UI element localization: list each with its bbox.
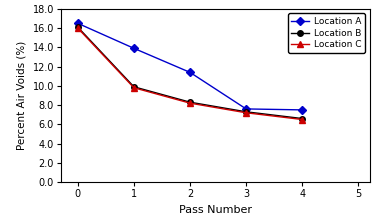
Location C: [244, 111, 248, 114]
Location C: [188, 102, 192, 105]
Location B: [300, 117, 304, 120]
Location B: [188, 101, 192, 103]
Location C: [131, 86, 136, 89]
Location B: [131, 85, 136, 88]
Location A: [75, 22, 80, 25]
Location C: [300, 118, 304, 121]
Line: Location A: Location A: [75, 20, 305, 113]
Location A: [188, 71, 192, 74]
Location A: [244, 108, 248, 110]
Location A: [300, 109, 304, 111]
Location B: [244, 111, 248, 113]
Legend: Location A, Location B, Location C: Location A, Location B, Location C: [288, 13, 365, 53]
Location B: [75, 26, 80, 28]
Y-axis label: Percent Air Voids (%): Percent Air Voids (%): [17, 41, 27, 150]
Line: Location B: Location B: [75, 24, 305, 121]
Location C: [75, 27, 80, 30]
X-axis label: Pass Number: Pass Number: [179, 204, 252, 214]
Line: Location C: Location C: [75, 25, 305, 122]
Location A: [131, 47, 136, 50]
